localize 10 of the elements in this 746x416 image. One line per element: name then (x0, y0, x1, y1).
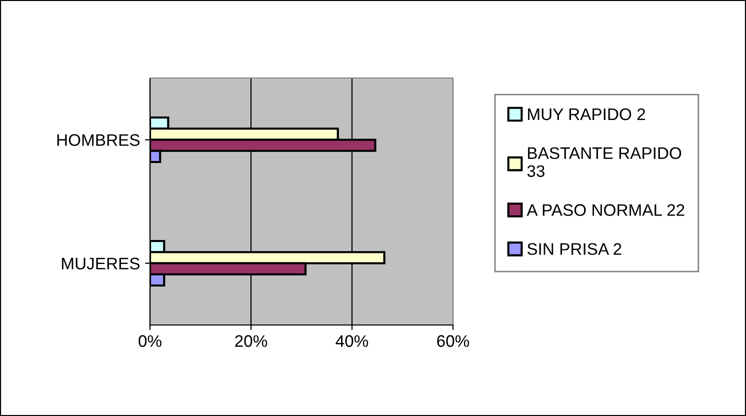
y-tick-label: HOMBRES (57, 134, 140, 146)
legend-label: MUY RAPIDO 2 (528, 108, 646, 120)
legend-label: A PASO NORMAL 22 (526, 204, 684, 216)
x-tick-label: 60% (437, 335, 470, 347)
x-tick-label: 40% (336, 335, 368, 347)
y-tick-label: MUJERES (62, 258, 140, 270)
x-tick-label: 0% (138, 335, 162, 347)
legend-label: BASTANTE RAPIDO 33 (527, 147, 682, 178)
legend-label: SIN PRISA 2 (527, 243, 622, 255)
x-tick-label: 20% (235, 335, 268, 347)
